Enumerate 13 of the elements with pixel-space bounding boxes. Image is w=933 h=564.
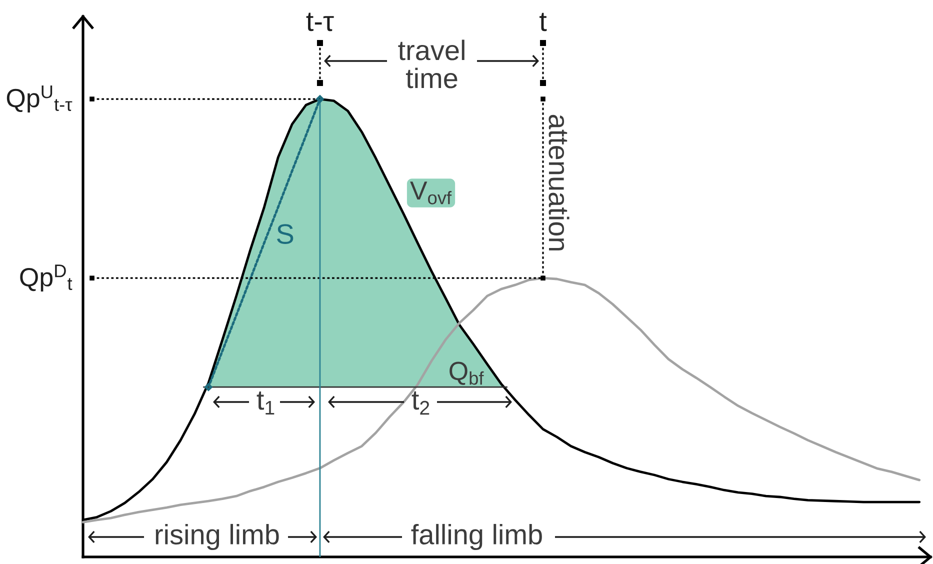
x-tick-label: t-τ [306,12,334,32]
series-label: S [277,224,294,244]
text: travel time [398,40,464,88]
series-label: V$_{ovf}$ [410,182,452,204]
ref-line-label: Qp$^{U}$t-τ [6,86,72,112]
x-tick-label: t [540,12,547,32]
annotation: t$_{1}$ [256,391,274,414]
annotation: falling limb [411,524,542,550]
annotation: t$_{2}$ [412,391,430,415]
annotation: rising limb [156,524,279,550]
ref-line-label: Qp$^{D}$t [20,264,72,292]
ref-line-label: Q$_{bf}$ [450,362,484,385]
annotation: attenuation [548,114,570,250]
